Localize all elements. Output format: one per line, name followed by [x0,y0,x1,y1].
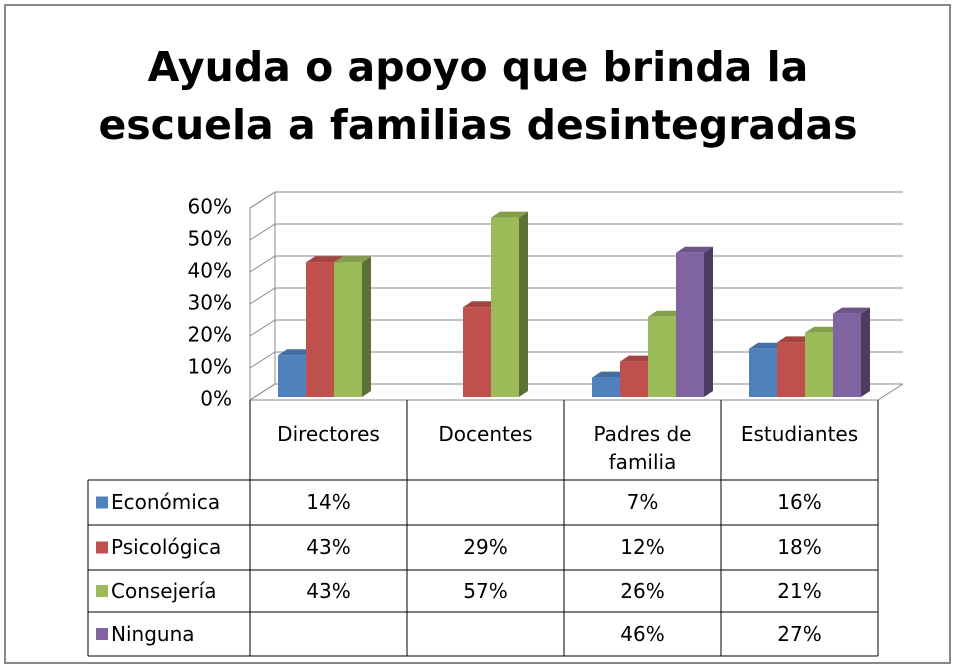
legend-key [96,496,108,509]
bar-face [334,256,371,263]
bar-face [463,301,500,308]
table-value: 29% [463,535,508,559]
y-tick-label: 30% [188,291,232,315]
bar-face [620,361,648,397]
table-value: 26% [620,579,665,603]
legend-key [96,541,108,554]
bar [491,211,528,397]
chart-title: Ayuda o apoyo que brinda la escuela a fa… [98,43,858,149]
category-label: Docentes [438,422,533,446]
bar-face [833,313,861,397]
bar-face [648,310,685,317]
legend-key [96,628,108,640]
bar-face [592,371,629,378]
legend-key [96,585,108,597]
bar-face [463,307,491,397]
table-value: 16% [777,490,822,514]
bar-face [592,377,620,397]
table-value: 18% [777,535,822,559]
bar-face [491,217,519,397]
bar-face [491,211,528,218]
bar [676,246,713,397]
table-value: 46% [620,622,665,646]
legend-label: Consejería [111,579,217,603]
legend-label: Psicológica [111,535,222,559]
bar-face [777,342,805,397]
legend-label: Económica [111,490,221,514]
bar-face [334,262,362,397]
bar-face [519,211,528,397]
bar-face [362,256,371,397]
category-label: Estudiantes [740,422,859,446]
table-value: 21% [777,579,822,603]
bar-face [278,349,315,356]
bar-face [676,246,713,253]
bar-face [805,326,842,333]
bar-face [861,307,870,397]
bar-face [648,316,676,397]
bar-face [306,262,334,397]
table-value: 14% [306,490,351,514]
table-value: 43% [306,535,351,559]
table-value: 57% [463,579,508,603]
bar-face [676,252,704,397]
bar-face [833,307,870,314]
bar-face [749,342,786,349]
y-tick-label: 40% [188,259,232,283]
bar-face [704,246,713,397]
bar [334,256,371,397]
category-label: Padres de familia [593,422,692,474]
bar-face [306,256,343,263]
y-tick-label: 60% [188,195,232,219]
title-box: Ayuda o apoyo que brinda la escuela a fa… [0,38,956,154]
table-value: 43% [306,579,351,603]
grid-line [249,223,903,241]
table-value: 27% [777,622,822,646]
bar-face [749,348,777,397]
table-value: 7% [626,490,659,514]
grid-line [249,191,903,209]
y-tick-label: 20% [188,323,232,347]
bar-face [777,336,814,343]
bar-face [278,355,306,397]
y-tick-label: 10% [188,355,232,379]
y-tick-label: 0% [200,387,232,411]
y-tick-label: 50% [188,227,232,251]
table-value: 12% [620,535,665,559]
bar-face [620,355,657,362]
legend-label: Ninguna [111,622,195,646]
category-label: Directores [277,422,380,446]
bar [833,307,870,397]
bar-face [805,332,833,397]
chart-border [4,4,951,664]
